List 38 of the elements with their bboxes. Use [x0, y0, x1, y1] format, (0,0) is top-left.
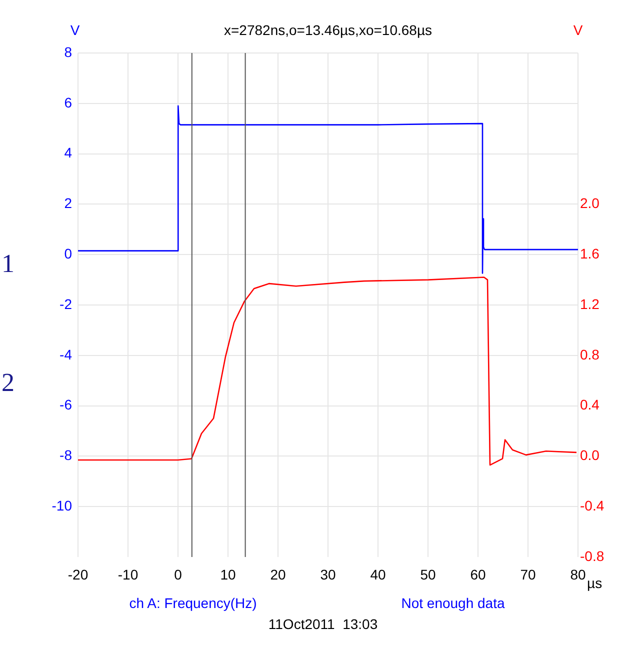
- y-tick-label: -10: [52, 497, 72, 514]
- y2-tick-label: -0.8: [580, 548, 604, 564]
- y2-axis-title: V: [573, 22, 584, 38]
- text: ch A: Frequency(Hz): [129, 594, 257, 611]
- x-tick-label: -20: [68, 566, 88, 582]
- y2-tick-label: -0.4: [580, 497, 604, 514]
- x-tick-label: 0: [174, 566, 182, 582]
- text: 2: [2, 368, 14, 397]
- y2-tick-label: 0.4: [580, 396, 600, 413]
- x-tick-label: 40: [370, 566, 386, 582]
- y-axis-title: V: [70, 22, 80, 38]
- y-tick-label: -6: [60, 396, 72, 413]
- y2-tick-label: 0.0: [580, 447, 600, 464]
- text: 1: [2, 248, 14, 278]
- y-tick-label: 8: [64, 44, 72, 60]
- chart-title: x=2782ns,o=13.46µs,xo=10.68µs: [224, 22, 432, 38]
- y2-tick-label: 0.8: [580, 346, 600, 362]
- y-tick-label: 2: [64, 195, 72, 212]
- y2-tick-label: 1.6: [580, 245, 600, 262]
- y2-tick-label: 1.2: [580, 296, 600, 312]
- x-tick-label: 10: [220, 566, 236, 582]
- y-tick-label: 0: [64, 245, 72, 262]
- y-tick-label: -8: [60, 447, 72, 464]
- y-tick-label: -4: [60, 346, 72, 362]
- x-tick-label: 50: [420, 566, 436, 582]
- x-tick-label: 60: [470, 566, 486, 582]
- x-axis-title: µs: [587, 574, 602, 591]
- y-tick-label: 6: [64, 94, 72, 110]
- x-tick-label: -10: [118, 566, 138, 582]
- y2-tick-label: 2.0: [580, 195, 600, 212]
- x-tick-label: 30: [320, 566, 336, 582]
- x-tick-label: 20: [270, 566, 286, 582]
- text: Not enough data: [401, 594, 505, 611]
- x-tick-label: 70: [520, 566, 536, 582]
- text: 11Oct2011 13:03: [268, 616, 378, 632]
- x-tick-label: 80: [570, 566, 586, 582]
- y-tick-label: 4: [64, 144, 72, 161]
- y-tick-label: -2: [60, 296, 72, 312]
